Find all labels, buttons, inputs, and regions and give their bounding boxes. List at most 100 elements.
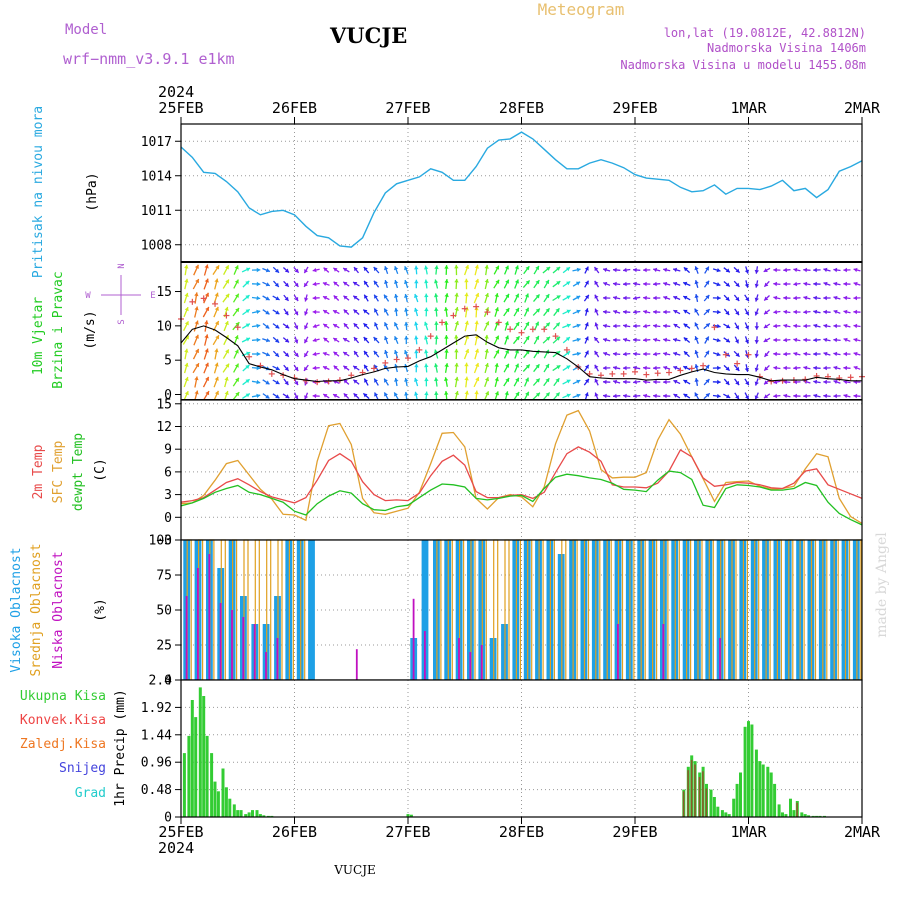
legend-freezing-rain: Zaledj.Kisa	[20, 737, 106, 752]
wind-arrow-head	[754, 367, 759, 372]
wind-arrow-head	[245, 323, 250, 328]
precip-total-bar	[190, 700, 194, 817]
wind-arrow-head	[354, 351, 358, 356]
wind-arrow-head	[504, 321, 509, 326]
wind-arrow-head	[404, 307, 409, 312]
wind-arrow-head	[673, 281, 678, 286]
wind-arrow-head	[555, 308, 560, 313]
wind-arrow-head	[793, 323, 797, 329]
wind-arrow-head	[623, 337, 628, 343]
wind-arrow-head	[773, 281, 778, 287]
wind-arrow-head	[184, 264, 189, 269]
wind-arrow-head	[495, 279, 500, 284]
wind-arrow-head	[803, 365, 808, 371]
wind-arrow-head	[744, 367, 749, 372]
wind-arrow-head	[833, 267, 838, 273]
wind-arrow-head	[394, 378, 399, 382]
wind-arrow-head	[256, 351, 261, 357]
precip-total-bar	[221, 768, 225, 817]
wind-arrow-head	[853, 337, 858, 343]
wind-arrow-head	[754, 269, 759, 274]
wind-arrow-head	[813, 309, 818, 315]
wind-arrow-head	[545, 294, 550, 299]
compass-south: S	[117, 319, 127, 324]
wind-arrow-head	[633, 295, 637, 301]
wind-arrow-head	[525, 391, 529, 396]
precip-total-bar	[247, 812, 251, 817]
wind-arrow-head	[643, 309, 647, 315]
wind-arrow-head	[853, 351, 858, 357]
cloud-low-axis-label: Niska Oblacnost	[51, 551, 66, 668]
wind-arrow-head	[823, 323, 828, 329]
wind-arrow-head	[823, 295, 827, 301]
wind-arrow-head	[764, 310, 769, 315]
wind-arrow-head	[633, 309, 637, 315]
wind-arrow-head	[716, 268, 721, 273]
wind-arrow-head	[584, 392, 589, 397]
wind-arrow-head	[285, 394, 290, 399]
wind-arrow-head	[745, 381, 749, 386]
watermark: made by Angel	[874, 532, 890, 638]
wind-arrow-head	[566, 365, 571, 370]
wind-arrow-head	[594, 378, 599, 383]
wind-arrow-head	[735, 366, 740, 371]
wind-arrow-head	[214, 306, 219, 311]
wind-arrow-head	[304, 395, 309, 400]
wind-axis-sublabel: Brzina i Pravac	[51, 271, 66, 388]
wind-arrow-head	[673, 324, 678, 328]
wind-arrow-head	[464, 362, 469, 367]
wind-arrow-head	[823, 379, 827, 385]
wind-arrow-head	[394, 280, 399, 284]
wind-arrow-head	[224, 391, 229, 395]
wind-arrow-head	[833, 379, 838, 384]
wind-arrow-head	[312, 281, 317, 287]
wind-arrow-head	[813, 295, 817, 301]
wind-arrow-head	[853, 393, 858, 399]
precip-total-bar	[251, 810, 254, 817]
wind-arrow-head	[793, 337, 798, 343]
wind-arrow-head	[565, 267, 570, 272]
wind-arrow-head	[763, 338, 768, 342]
wind-arrow-head	[485, 321, 490, 326]
wind-arrow-head	[434, 265, 439, 270]
wind-arrow-head	[813, 365, 817, 371]
wind-arrow-head	[813, 393, 818, 399]
cloud-low-bar	[458, 638, 460, 680]
wind-arrow-head	[333, 338, 338, 342]
wind-arrow-head	[773, 267, 777, 273]
wind-arrow-head	[643, 281, 647, 287]
wind-arrow-head	[505, 308, 510, 313]
wind-arrow-head	[343, 295, 348, 300]
wind-arrow-head	[394, 322, 398, 327]
wind-arrow-head	[246, 267, 251, 272]
pressure-panel: 1008 1011 1014 1017	[141, 123, 863, 263]
t2m-axis-label: 2m Temp	[31, 444, 46, 499]
wind-arrow-head	[623, 309, 627, 315]
wind-arrow-head	[745, 297, 749, 302]
wind-arrow-head	[745, 311, 749, 316]
cloud-ytick-label: 50	[156, 604, 172, 619]
wind-arrow-head	[454, 376, 459, 381]
pressure-ytick-label: 1017	[141, 135, 172, 150]
wind-arrow-head	[184, 377, 189, 382]
wind-arrow-head	[424, 349, 429, 354]
wind-arrow-head	[454, 264, 459, 269]
wind-arrow-head	[823, 281, 828, 286]
wind-arrow-head	[384, 294, 388, 299]
wind-arrow-head	[275, 380, 280, 385]
wind-arrow-head	[683, 379, 688, 384]
wind-arrow-head	[705, 323, 710, 328]
wind-arrow-head	[284, 366, 289, 371]
pressure-ytick-label: 1011	[141, 204, 172, 219]
wind-arrow-head	[545, 392, 550, 397]
wind-arrow-head	[424, 321, 429, 326]
wind-arrow-head	[265, 268, 270, 273]
precip-total-bar	[232, 804, 236, 817]
wind-arrow-head	[333, 295, 338, 300]
wind-arrow-head	[265, 296, 270, 301]
wind-arrow-head	[363, 393, 368, 398]
wind-arrow-head	[205, 376, 209, 381]
cloud-high-bar	[285, 540, 293, 680]
wind-arrow-head	[853, 267, 858, 273]
wind-arrow-head	[505, 363, 509, 368]
